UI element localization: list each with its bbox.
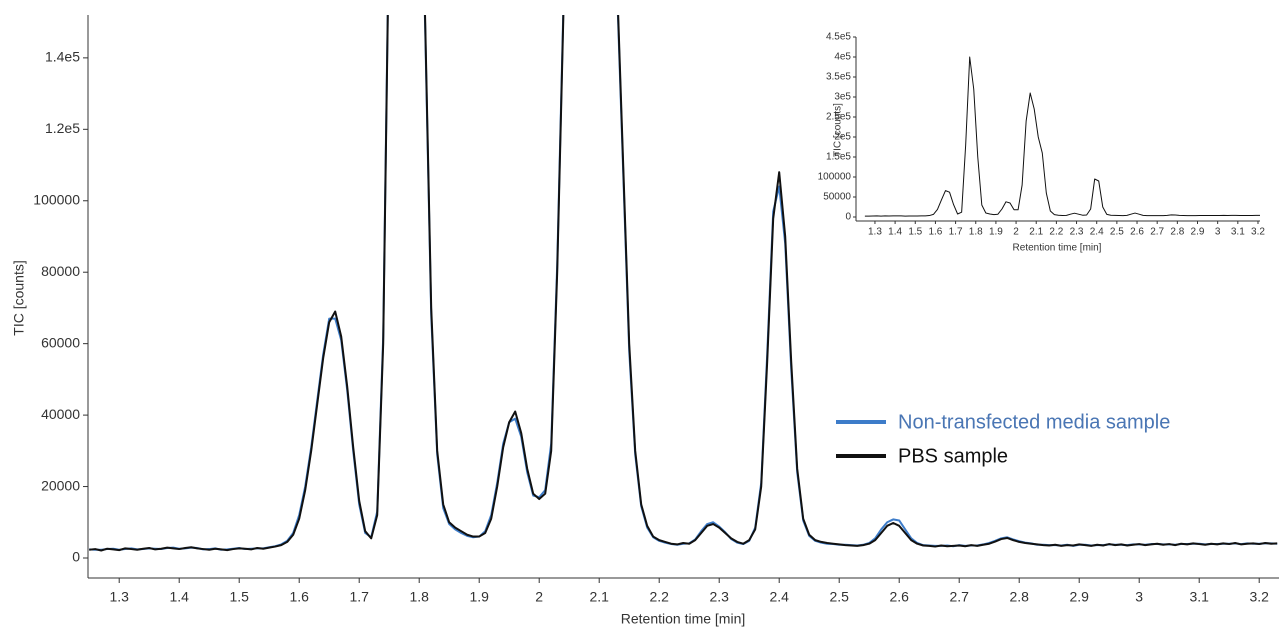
y-tick-label: 20000 bbox=[41, 477, 80, 493]
x-tick-label: 2.9 bbox=[1069, 589, 1089, 605]
y-tick-label: 3.5e5 bbox=[826, 72, 851, 83]
x-tick-label: 2.4 bbox=[769, 589, 789, 605]
inset-chart: 0 50000 100000 1.5e5 2e5 2.5e5 3e5 3.5e5 4e5 4.5e… bbox=[818, 32, 1266, 254]
x-tick-label: 1.5 bbox=[229, 589, 249, 605]
y-tick-label: 2e5 bbox=[834, 132, 851, 143]
x-tick-label: 2.1 bbox=[1029, 227, 1043, 238]
x-tick-label: 1.9 bbox=[469, 589, 489, 605]
x-tick-label: 2.2 bbox=[1049, 227, 1063, 238]
series-line bbox=[89, 15, 1278, 551]
y-tick-label: 1.4e5 bbox=[45, 49, 80, 65]
x-tick-label: 2.3 bbox=[1070, 227, 1084, 238]
x-tick-label: 2.5 bbox=[1110, 227, 1124, 238]
y-tick-label: 1.2e5 bbox=[45, 120, 80, 136]
y-tick-label: 4e5 bbox=[834, 52, 851, 63]
x-tick-label: 2.4 bbox=[1090, 227, 1104, 238]
x-tick-label: 3.1 bbox=[1189, 589, 1209, 605]
y-tick-label: 0 bbox=[72, 549, 80, 565]
x-tick-label: 2.1 bbox=[589, 589, 609, 605]
x-tick-label: 1.4 bbox=[169, 589, 189, 605]
x-tick-label: 1.7 bbox=[349, 589, 369, 605]
main-chart: 0 20000 40000 60000 80000 100000 1.2e5 1.4e5 1.3… bbox=[11, 15, 1279, 627]
y-tick-label: 4.5e5 bbox=[826, 32, 851, 43]
y-tick-label: 3e5 bbox=[834, 92, 851, 103]
x-axis-title: Retention time [min] bbox=[1013, 243, 1102, 254]
x-tick-label: 1.3 bbox=[868, 227, 882, 238]
x-tick-label: 2.5 bbox=[829, 589, 849, 605]
x-tick-label: 2.3 bbox=[709, 589, 729, 605]
series-line bbox=[89, 15, 1278, 552]
x-axis-title: Retention time [min] bbox=[621, 611, 746, 627]
x-tick-label: 1.6 bbox=[289, 589, 309, 605]
x-tick-label: 1.6 bbox=[928, 227, 942, 238]
x-tick-label: 3 bbox=[1135, 589, 1143, 605]
y-axis-title: TIC [counts] bbox=[833, 103, 844, 157]
y-tick-label: 40000 bbox=[41, 406, 80, 422]
y-axis-title: TIC [counts] bbox=[11, 260, 27, 335]
x-tick-label: 2.6 bbox=[889, 589, 909, 605]
x-tick-label: 2.8 bbox=[1009, 589, 1029, 605]
x-tick-label: 1.3 bbox=[109, 589, 129, 605]
legend-text: PBS sample bbox=[898, 445, 1008, 467]
x-tick-label: 2 bbox=[1013, 227, 1019, 238]
x-tick-label: 1.8 bbox=[409, 589, 429, 605]
x-tick-label: 2.8 bbox=[1170, 227, 1184, 238]
x-tick-label: 2.9 bbox=[1191, 227, 1205, 238]
y-tick-label: 2.5e5 bbox=[826, 112, 851, 123]
y-tick-label: 80000 bbox=[41, 263, 80, 279]
y-tick-label: 0 bbox=[845, 212, 851, 223]
y-tick-label: 1.5e5 bbox=[826, 152, 851, 163]
y-tick-label: 50000 bbox=[823, 192, 851, 203]
y-tick-label: 100000 bbox=[33, 191, 80, 207]
x-tick-label: 3.1 bbox=[1231, 227, 1245, 238]
y-tick-label: 100000 bbox=[818, 172, 852, 183]
x-tick-label: 2.7 bbox=[949, 589, 969, 605]
series-line bbox=[864, 56, 1260, 217]
y-tick-label: 60000 bbox=[41, 334, 80, 350]
x-tick-label: 2.7 bbox=[1150, 227, 1164, 238]
x-tick-label: 2.2 bbox=[649, 589, 669, 605]
x-tick-label: 1.5 bbox=[908, 227, 922, 238]
x-tick-label: 3 bbox=[1215, 227, 1221, 238]
x-tick-label: 3.2 bbox=[1251, 227, 1265, 238]
x-tick-label: 1.8 bbox=[969, 227, 983, 238]
x-tick-label: 1.9 bbox=[989, 227, 1003, 238]
legend-text: Non-transfected media sample bbox=[898, 411, 1170, 433]
x-tick-label: 1.7 bbox=[949, 227, 963, 238]
x-tick-label: 1.4 bbox=[888, 227, 902, 238]
x-tick-label: 3.2 bbox=[1249, 589, 1269, 605]
x-tick-label: 2 bbox=[535, 589, 543, 605]
x-tick-label: 2.6 bbox=[1130, 227, 1144, 238]
